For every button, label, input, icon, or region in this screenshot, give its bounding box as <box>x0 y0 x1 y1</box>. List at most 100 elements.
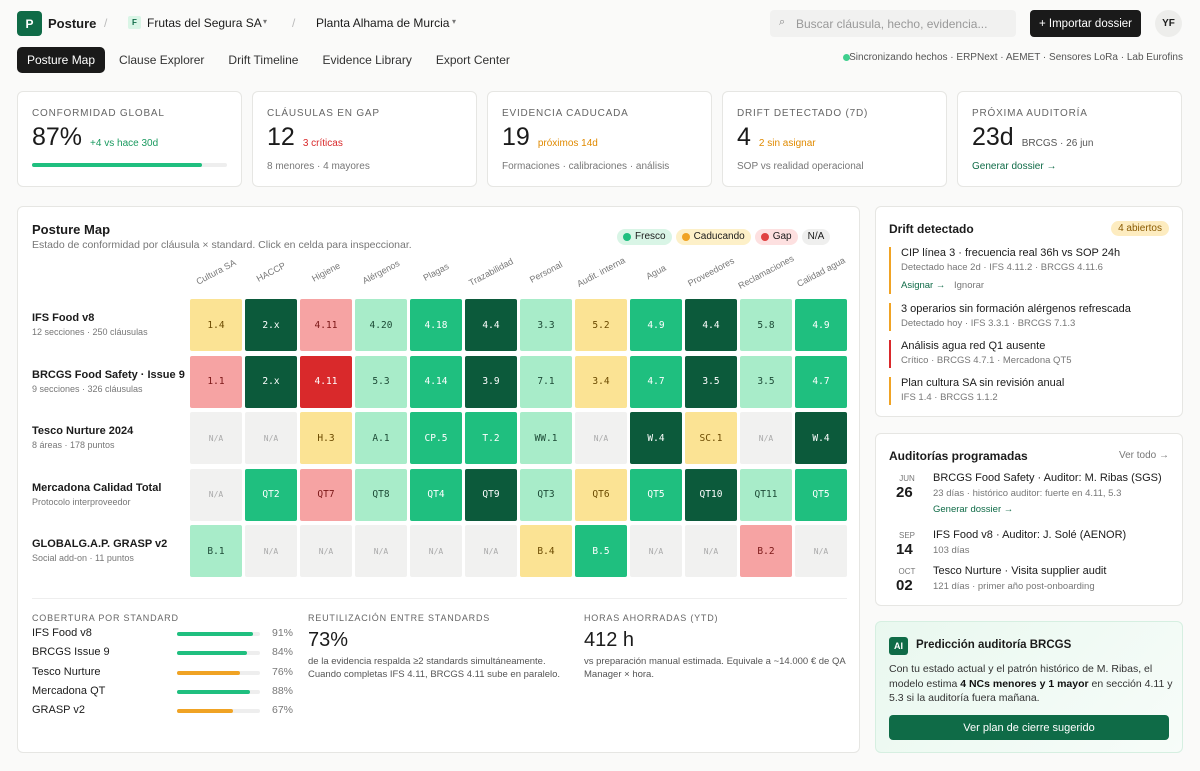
heatmap-cell[interactable]: 3.5 <box>685 355 737 408</box>
heatmap-cell[interactable]: N/A <box>795 525 847 577</box>
heatmap-cell[interactable]: N/A <box>245 525 297 577</box>
audit-link[interactable]: Generar dossier → <box>933 504 1014 515</box>
heatmap-cell[interactable]: 4.14 <box>410 355 462 408</box>
heatmap-cell[interactable]: N/A <box>245 412 297 464</box>
drift-card: Drift detectado 4 abiertos CIP línea 3 · f… <box>875 206 1183 417</box>
tab[interactable]: Drift Timeline <box>228 53 299 67</box>
coverage-name: Mercadona QT <box>32 684 106 697</box>
drift-item-title: Análisis agua red Q1 ausente <box>901 340 1046 352</box>
heatmap-cell[interactable]: QT10 <box>685 468 737 521</box>
kpi-card: CLÁUSULAS EN GAP 12 3 críticas 8 menores · … <box>252 91 477 187</box>
heatmap-cell[interactable]: WW.1 <box>520 412 572 464</box>
coverage-value: 84% <box>271 646 293 659</box>
heatmap-cell[interactable]: QT3 <box>520 468 572 521</box>
tab[interactable]: Clause Explorer <box>119 53 205 67</box>
column-label: Calidad agua <box>795 255 847 289</box>
heatmap-cell[interactable]: 5.8 <box>740 299 792 351</box>
heatmap-cell[interactable]: 4.11 <box>300 355 352 408</box>
kpi-card: CONFORMIDAD GLOBAL 87% +4 vs hace 30d <box>17 91 242 187</box>
heatmap-cell[interactable]: 5.3 <box>355 355 407 408</box>
heatmap-cell[interactable]: 4.4 <box>685 299 737 351</box>
heatmap-cell[interactable]: SC.1 <box>685 412 737 464</box>
heatmap-cell[interactable]: 3.5 <box>740 355 792 408</box>
avatar[interactable]: YF <box>1155 10 1182 37</box>
drift-action[interactable]: Asignar → <box>901 280 946 291</box>
heatmap-cell[interactable]: QT7 <box>300 468 352 521</box>
kpi-sub: Formaciones · calibraciones · análisis <box>502 161 670 172</box>
tab[interactable]: Export Center <box>435 53 510 67</box>
heatmap-cell[interactable]: N/A <box>300 525 352 577</box>
heatmap-cell[interactable]: 4.7 <box>630 355 682 408</box>
coverage-name: Tesco Nurture <box>32 665 101 678</box>
heatmap-cell[interactable]: 2.x <box>245 355 297 408</box>
heatmap-cell[interactable]: 5.2 <box>575 299 627 351</box>
column-label: Cultura SA <box>194 257 238 287</box>
heatmap-cell[interactable]: A.1 <box>355 412 407 464</box>
heatmap-cell[interactable]: N/A <box>685 525 737 577</box>
prediction-button[interactable]: Ver plan de cierre sugerido <box>889 715 1169 740</box>
heatmap-cell[interactable]: QT8 <box>355 468 407 521</box>
heatmap-cell[interactable]: QT11 <box>740 468 792 521</box>
heatmap-cell[interactable]: CP.5 <box>410 412 462 464</box>
heatmap-cell[interactable]: 4.9 <box>630 299 682 351</box>
hours-text: vs preparación manual estimada. Equivale… <box>584 656 846 680</box>
heatmap-cell[interactable]: QT5 <box>630 468 682 521</box>
tab[interactable]: Evidence Library <box>322 53 412 67</box>
heatmap-cell[interactable]: QT9 <box>465 468 517 521</box>
coverage-value: 88% <box>271 684 293 697</box>
reuse-title: REUTILIZACIÓN ENTRE STANDARDS <box>308 613 491 623</box>
posture-map-card: Posture Map Estado de conformidad por clá… <box>17 206 860 753</box>
heatmap-cell[interactable]: 3.4 <box>575 355 627 408</box>
drift-item[interactable]: Análisis agua red Q1 ausente Crítico · BR… <box>889 340 1169 368</box>
heatmap-cell[interactable]: N/A <box>190 412 242 464</box>
heatmap-cell[interactable]: N/A <box>355 525 407 577</box>
heatmap-cell[interactable]: 1.4 <box>190 299 242 351</box>
drift-item[interactable]: 3 operarios sin formación alérgenos refr… <box>889 303 1169 331</box>
heatmap-cell[interactable]: B.4 <box>520 525 572 577</box>
heatmap-cell[interactable]: 4.20 <box>355 299 407 351</box>
heatmap-cell[interactable]: T.2 <box>465 412 517 464</box>
tab[interactable]: Posture Map <box>17 47 106 73</box>
org-selector[interactable]: Frutas del Segura SA <box>147 16 262 30</box>
prediction-text-part: 4 NCs menores y 1 mayor <box>960 677 1089 690</box>
heatmap-cell[interactable]: N/A <box>465 525 517 577</box>
kpi-link[interactable]: Generar dossier → <box>972 161 1057 172</box>
heatmap-cell[interactable]: 7.1 <box>520 355 572 408</box>
heatmap-cell[interactable]: 2.x <box>245 299 297 351</box>
site-selector[interactable]: Planta Alhama de Murcia <box>316 16 450 30</box>
ai-badge: AI <box>889 637 908 655</box>
audits-link[interactable]: Ver todo → <box>1118 450 1169 461</box>
kpi-label: CONFORMIDAD GLOBAL <box>32 108 165 119</box>
heatmap-cell[interactable]: B.5 <box>575 525 627 577</box>
heatmap-cell[interactable]: N/A <box>410 525 462 577</box>
heatmap-cell[interactable]: N/A <box>575 412 627 464</box>
prediction-text-part: Con tu estado actual y el patrón históri… <box>889 663 1153 690</box>
heatmap-cell[interactable]: 3.9 <box>465 355 517 408</box>
heatmap-cell[interactable]: QT4 <box>410 468 462 521</box>
heatmap-cell[interactable]: 1.1 <box>190 355 242 408</box>
drift-item[interactable]: CIP línea 3 · frecuencia real 36h vs SOP… <box>889 247 1169 294</box>
heatmap-cell[interactable]: 4.9 <box>795 299 847 351</box>
heatmap-cell[interactable]: N/A <box>630 525 682 577</box>
import-button[interactable]: + Importar dossier <box>1030 10 1141 37</box>
heatmap-cell[interactable]: 4.11 <box>300 299 352 351</box>
heatmap-cell[interactable]: QT6 <box>575 468 627 521</box>
drift-item[interactable]: Plan cultura SA sin revisión anual IFS 1.… <box>889 377 1169 405</box>
heatmap-cell[interactable]: H.3 <box>300 412 352 464</box>
heatmap-cell[interactable]: W.4 <box>630 412 682 464</box>
heatmap-cell[interactable]: N/A <box>740 412 792 464</box>
heatmap-cell[interactable]: 4.18 <box>410 299 462 351</box>
heatmap-cell[interactable]: 3.3 <box>520 299 572 351</box>
heatmap-cell[interactable]: B.1 <box>190 525 242 577</box>
heatmap-cell[interactable]: QT2 <box>245 468 297 521</box>
heatmap-cell[interactable]: 4.7 <box>795 355 847 408</box>
heatmap-cell[interactable]: B.2 <box>740 525 792 577</box>
prediction-title: Predicción auditoría BRCGS <box>916 639 1072 651</box>
search-placeholder: Buscar cláusula, hecho, evidencia... <box>796 17 988 31</box>
drift-action[interactable]: Ignorar <box>954 280 985 291</box>
heatmap-cell[interactable]: QT5 <box>795 468 847 521</box>
heatmap-cell[interactable]: N/A <box>190 468 242 521</box>
heatmap-cell[interactable]: 4.4 <box>465 299 517 351</box>
search-box[interactable]: ⌕ Buscar cláusula, hecho, evidencia... <box>770 10 1016 37</box>
heatmap-cell[interactable]: W.4 <box>795 412 847 464</box>
